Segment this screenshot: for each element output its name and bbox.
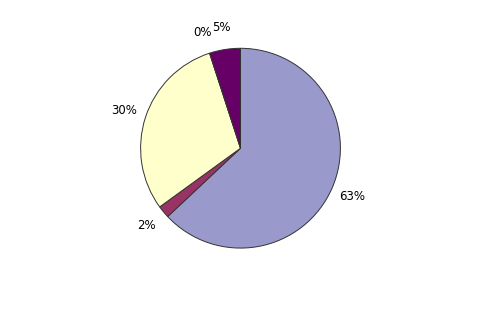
Wedge shape [209,48,240,148]
Wedge shape [209,53,240,148]
Text: 2%: 2% [137,219,156,232]
Text: 30%: 30% [111,104,137,117]
Text: 63%: 63% [339,190,365,203]
Wedge shape [159,148,240,216]
Text: 5%: 5% [212,21,230,34]
Wedge shape [140,53,240,207]
Text: 0%: 0% [193,26,212,39]
Wedge shape [168,48,340,248]
